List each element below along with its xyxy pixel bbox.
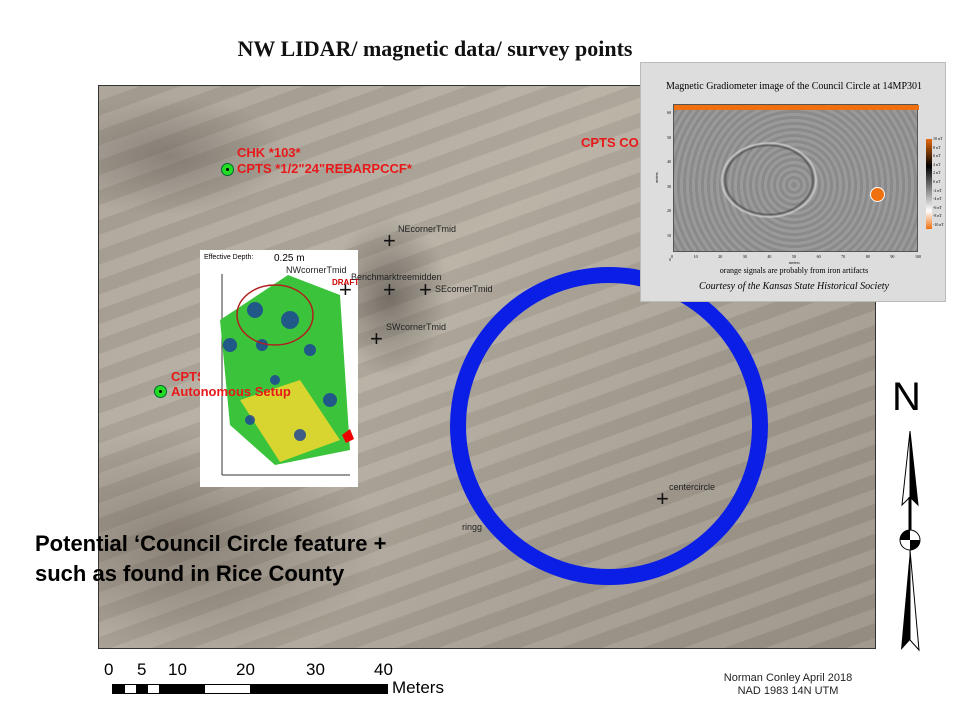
label-cpts: CPTS [171, 369, 206, 384]
colorbar [926, 139, 932, 229]
colorbar-labels: 10 nT 8 nT 6 nT 4 nT 2 nT 0 nT -2 nT -4 nT -6 nT… [933, 136, 944, 227]
x-ticks: 0 10 20 30 40 50 60 70 80 90 100 [671, 254, 921, 259]
label-autonomous: Autonomous Setup [171, 384, 291, 399]
gpr-contour-map [220, 274, 354, 476]
label-se: SEcornerTmid [435, 284, 493, 294]
annotation-line-1: Potential ‘Council Circle feature + [35, 531, 387, 556]
label-cpts-rebar: CPTS *1/2"24"REBARPCCF* [237, 161, 412, 176]
page-title: NW LIDAR/ magnetic data/ survey points [237, 36, 633, 61]
depth-label: Effective Depth: [204, 254, 254, 261]
label-center: centercircle [669, 482, 716, 492]
council-circle-outline [450, 267, 768, 585]
gradiometer-plot [673, 104, 919, 252]
inset-title: Magnetic Gradiometer image of the Counci… [665, 81, 923, 92]
y-label: meters [653, 172, 659, 183]
gpr-inset-image: Effective Depth: 0.25 m DRAFT NWcornerTm… [200, 250, 360, 487]
control-point-icon[interactable] [154, 385, 167, 398]
control-point-icon[interactable] [221, 163, 234, 176]
survey-point-se[interactable]: + [419, 277, 432, 302]
inset-caption: orange signals are probably from iron ar… [719, 266, 869, 275]
y-ticks: 60 50 40 30 20 10 0 [667, 110, 671, 262]
survey-point-sw[interactable]: + [370, 326, 383, 351]
inset-credit: Courtesy of the Kansas State Historical … [699, 281, 889, 292]
north-label: N [892, 375, 921, 419]
label-bench: Benchmarktreemidden [351, 272, 442, 282]
label-nw: NWcornerTmid [286, 265, 347, 275]
label-sw: SWcornerTmid [386, 322, 447, 332]
depth-value: 0.25 m [274, 253, 305, 264]
draft-label: DRAFT [332, 278, 360, 287]
magnetic-gradiometer-inset: Magnetic Gradiometer image of the Counci… [640, 62, 946, 302]
label-chk: CHK *103* [237, 145, 301, 160]
label-ring: ringg [462, 522, 483, 532]
survey-point-nw[interactable]: + [339, 277, 352, 302]
label-ne: NEcornerTmid [398, 224, 457, 234]
survey-point-center[interactable]: + [656, 486, 669, 511]
x-label: meters [789, 260, 800, 265]
north-arrow: N [888, 375, 932, 655]
map-credits: Norman Conley April 2018 NAD 1983 14N UTM [723, 672, 853, 697]
annotation-line-2: such as found in Rice County [35, 561, 345, 586]
scale-bar: 0 5 10 20 30 40 Meters [104, 660, 444, 697]
north-arrow-icon [899, 430, 921, 652]
scale-unit: Meters [392, 678, 444, 697]
label-cpts-co: CPTS CO [581, 135, 639, 150]
survey-point-ne[interactable]: + [383, 228, 396, 253]
survey-point-bench[interactable]: + [383, 277, 396, 302]
